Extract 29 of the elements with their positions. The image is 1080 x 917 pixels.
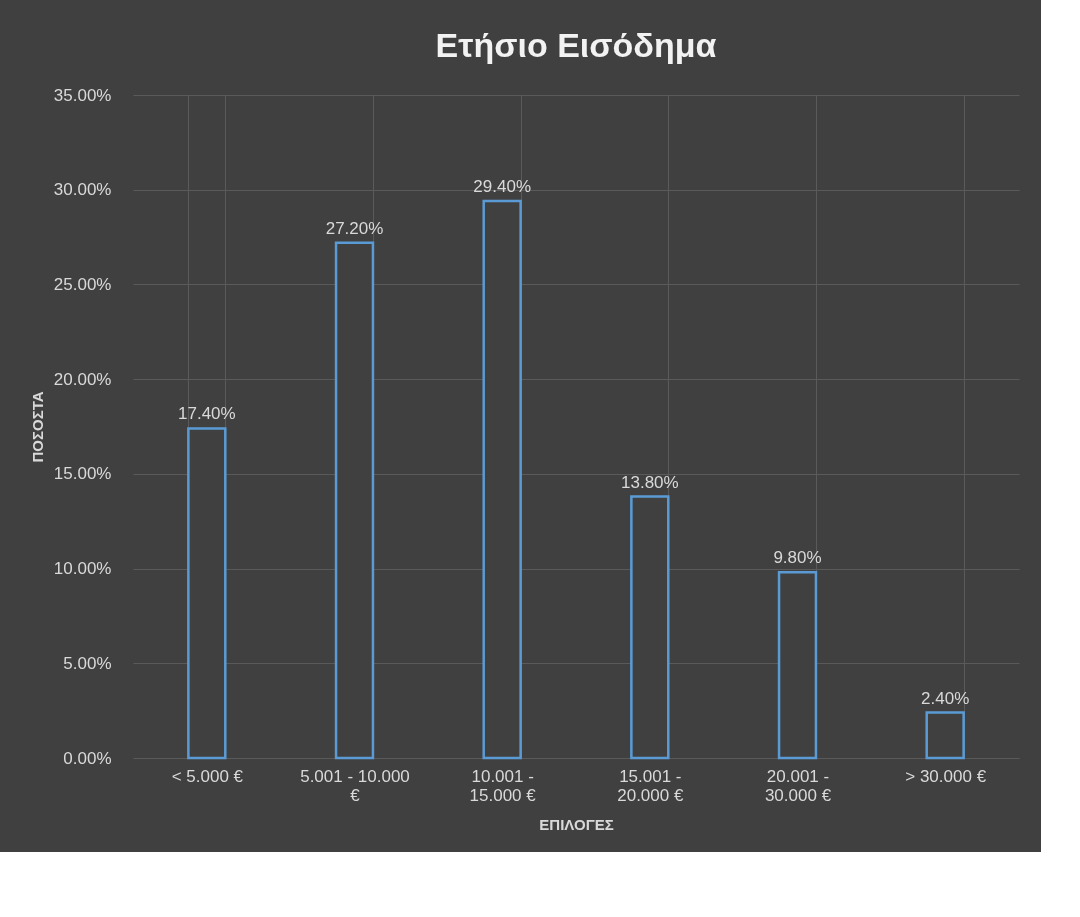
x-tick-label: 20.001 - 30.000 € xyxy=(764,766,832,805)
y-tick-label: 20.00% xyxy=(53,369,112,389)
y-tick-label: 25.00% xyxy=(53,274,112,294)
y-tick-label: 30.00% xyxy=(53,180,112,200)
bar xyxy=(187,427,227,760)
bar xyxy=(334,241,375,760)
data-label: 9.80% xyxy=(773,548,822,568)
y-tick-label: 15.00% xyxy=(53,464,112,484)
y-tick-label: 0.00% xyxy=(63,748,112,768)
y-axis-title: ΠΟΣΟΣΤΑ xyxy=(28,391,46,463)
bar xyxy=(630,495,670,760)
data-label: 2.40% xyxy=(921,688,970,708)
x-axis-title: ΕΠΙΛΟΓΕΣ xyxy=(539,815,614,833)
y-tick-label: 5.00% xyxy=(63,653,112,673)
data-label: 13.80% xyxy=(621,472,679,492)
x-tick-label: 15.001 - 20.000 € xyxy=(617,766,684,805)
data-label: 29.40% xyxy=(473,177,531,197)
bar xyxy=(777,571,818,760)
y-tick-label: 10.00% xyxy=(53,559,112,579)
x-tick-label: < 5.000 € xyxy=(171,766,244,786)
x-tick-label: 10.001 - 15.000 € xyxy=(469,766,537,805)
x-tick-label: > 30.000 € xyxy=(905,766,987,786)
bar xyxy=(925,711,965,760)
data-label: 27.20% xyxy=(325,218,384,238)
data-label: 17.40% xyxy=(178,404,236,424)
y-tick-label: 35.00% xyxy=(53,85,112,105)
bar xyxy=(482,199,522,760)
chart-title: Ετήσιο Εισόδημα xyxy=(435,26,717,64)
x-tick-label: 5.001 - 10.000 € xyxy=(300,766,410,805)
